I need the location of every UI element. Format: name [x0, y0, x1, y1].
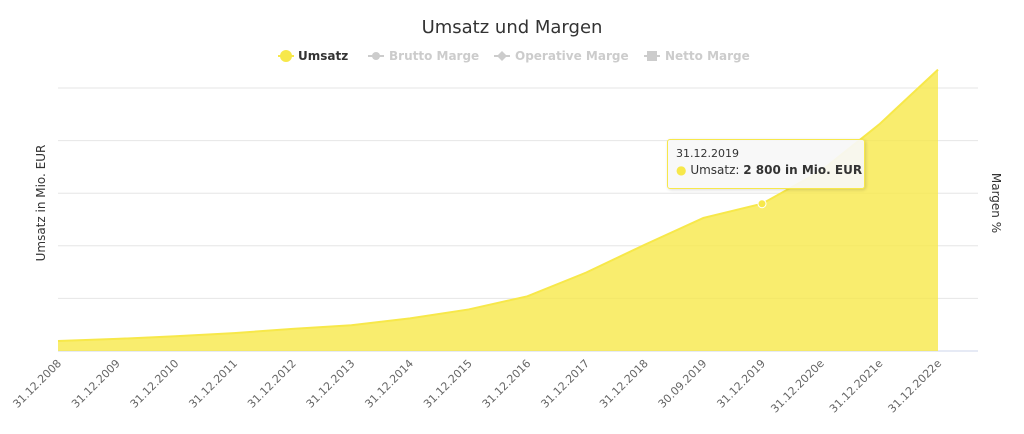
x-tick-label: 31.12.2018	[597, 357, 651, 411]
tooltip: 31.12.2019 ● Umsatz: 2 800 in Mio. EUR	[667, 139, 865, 189]
x-tick-label: 31.12.2013	[304, 357, 358, 411]
x-tick-label: 31.12.2020e	[768, 357, 827, 416]
legend-item-3[interactable]: Netto Marge	[665, 49, 750, 63]
x-tick-label: 31.12.2011	[186, 357, 240, 411]
tooltip-value: 2 800 in Mio. EUR	[743, 163, 863, 177]
legend-square-icon	[647, 51, 657, 61]
tooltip-series: Umsatz	[690, 163, 736, 177]
tooltip-date: 31.12.2019	[676, 147, 739, 160]
x-tick-label: 31.12.2021e	[827, 357, 886, 416]
x-tick-label: 31.12.2012	[245, 357, 299, 411]
x-tick-label: 31.12.2008	[10, 357, 64, 411]
data-point[interactable]	[757, 199, 767, 209]
x-tick-label: 30.09.2019	[656, 357, 710, 411]
area-fill	[58, 69, 938, 351]
x-tick-label: 31.12.2022e	[886, 357, 945, 416]
y-axis-title: Umsatz in Mio. EUR	[34, 145, 48, 262]
x-tick-label: 31.12.2009	[69, 357, 123, 411]
x-tick-label: 31.12.2014	[362, 357, 416, 411]
chart-title: Umsatz und Margen	[422, 17, 603, 38]
legend-item-1[interactable]: Brutto Marge	[389, 49, 479, 63]
x-tick-label: 31.12.2017	[538, 357, 592, 411]
legend-circle-icon	[372, 52, 380, 60]
legend-item-2[interactable]: Operative Marge	[515, 49, 629, 63]
x-tick-label: 31.12.2019	[714, 357, 768, 411]
x-tick-label: 31.12.2016	[480, 357, 534, 411]
y-axis-right-title: Margen %	[989, 173, 1003, 233]
tooltip-dot-icon: ●	[676, 163, 687, 177]
legend-circle-icon	[280, 50, 292, 62]
x-tick-label: 31.12.2010	[128, 357, 182, 411]
legend-item-0[interactable]: Umsatz	[298, 49, 348, 63]
legend-diamond-icon	[497, 51, 507, 61]
x-tick-label: 31.12.2015	[421, 357, 475, 411]
